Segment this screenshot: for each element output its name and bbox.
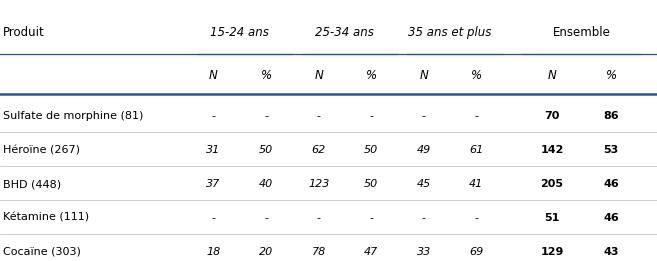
Text: 70: 70 [544,111,560,121]
Text: 50: 50 [364,179,378,189]
Text: 51: 51 [544,213,560,223]
Text: 49: 49 [417,145,431,155]
Text: Sulfate de morphine (81): Sulfate de morphine (81) [3,111,144,121]
Text: Kétamine (111): Kétamine (111) [3,213,89,223]
Text: 15-24 ans: 15-24 ans [210,26,269,39]
Text: 40: 40 [259,179,273,189]
Text: 53: 53 [603,145,619,155]
Text: 31: 31 [206,145,221,155]
Text: 37: 37 [206,179,221,189]
Text: -: - [369,111,373,121]
Text: %: % [606,69,616,82]
Text: 86: 86 [603,111,619,121]
Text: 33: 33 [417,247,431,257]
Text: -: - [264,111,268,121]
Text: -: - [317,213,321,223]
Text: N: N [209,69,218,82]
Text: %: % [366,69,376,82]
Text: BHD (448): BHD (448) [3,179,61,189]
Text: 46: 46 [603,179,619,189]
Text: -: - [212,213,215,223]
Text: 129: 129 [540,247,564,257]
Text: Héroïne (267): Héroïne (267) [3,145,80,155]
Text: -: - [212,111,215,121]
Text: 62: 62 [311,145,326,155]
Text: 20: 20 [259,247,273,257]
Text: 50: 50 [259,145,273,155]
Text: 43: 43 [603,247,619,257]
Text: 46: 46 [603,213,619,223]
Text: 61: 61 [469,145,484,155]
Text: -: - [474,111,478,121]
Text: -: - [369,213,373,223]
Text: 50: 50 [364,145,378,155]
Text: Cocaïne (303): Cocaïne (303) [3,247,81,257]
Text: 47: 47 [364,247,378,257]
Text: 78: 78 [311,247,326,257]
Text: N: N [419,69,428,82]
Text: %: % [471,69,482,82]
Text: Produit: Produit [3,26,45,39]
Text: 123: 123 [308,179,329,189]
Text: 35 ans et plus: 35 ans et plus [409,26,491,39]
Text: 41: 41 [469,179,484,189]
Text: 18: 18 [206,247,221,257]
Text: 205: 205 [540,179,564,189]
Text: Ensemble: Ensemble [553,26,610,39]
Text: N: N [547,69,556,82]
Text: -: - [474,213,478,223]
Text: 25-34 ans: 25-34 ans [315,26,374,39]
Text: -: - [422,213,426,223]
Text: 142: 142 [540,145,564,155]
Text: -: - [317,111,321,121]
Text: -: - [264,213,268,223]
Text: %: % [261,69,271,82]
Text: 45: 45 [417,179,431,189]
Text: 69: 69 [469,247,484,257]
Text: N: N [314,69,323,82]
Text: -: - [422,111,426,121]
